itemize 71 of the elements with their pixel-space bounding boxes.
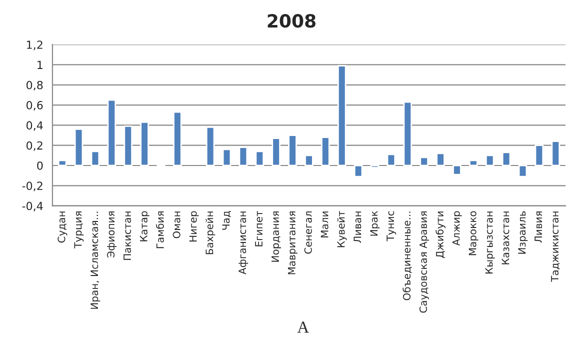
bar [90, 150, 100, 166]
x-tick-label: Кыргызстан [485, 212, 495, 274]
x-tick-label: Иордания [272, 212, 281, 262]
y-tick-label: 0,4 [26, 121, 43, 131]
bar [534, 144, 544, 166]
y-tick-label: -0,2 [22, 182, 42, 192]
bar [354, 164, 363, 178]
x-tick-label: Мали [320, 212, 328, 238]
bar [386, 154, 396, 166]
text: A [297, 322, 310, 333]
y-tick-label: 0,2 [26, 141, 42, 151]
y-tick-label: 0,6 [26, 101, 43, 111]
x-tick-label: Ливан [354, 212, 362, 243]
bar [58, 160, 67, 166]
x-tick-label: Нигер [189, 211, 199, 242]
bar [485, 154, 494, 166]
x-tick-label: Иран, Исламская... [90, 212, 100, 309]
bar [255, 150, 264, 166]
chart-title: 2008 [268, 14, 316, 28]
y-tick-label: 1 [38, 60, 42, 69]
x-tick-label: Марокко [468, 211, 478, 256]
x-tick-label: Кувейт [337, 210, 347, 248]
x-tick-label: Египет [255, 210, 263, 246]
x-tick-label: Чад [222, 211, 231, 230]
bar [337, 65, 346, 166]
bar [206, 126, 215, 166]
x-tick-label: Гамбия [156, 212, 164, 248]
x-tick-label: Саудовская Аравия [419, 212, 429, 313]
x-tick-label: Казахстан [502, 212, 510, 264]
x-tick-label: Судан [58, 212, 68, 243]
bar [436, 152, 445, 166]
x-tick-label: Алжир [452, 211, 462, 246]
bar [304, 154, 314, 166]
bar [452, 164, 462, 176]
bar [107, 99, 116, 166]
bar [502, 152, 511, 166]
x-tick-label: Оман [172, 212, 180, 238]
y-tick-label: 0,8 [26, 80, 43, 90]
y-tick-label: 1,2 [26, 40, 42, 50]
bar [222, 148, 232, 166]
bar [124, 126, 133, 166]
x-tick-label: Израиль [518, 211, 528, 254]
bar [469, 160, 478, 166]
x-tick-label: Эфиопия [107, 212, 117, 258]
x-tick-label: Бахрейн [206, 212, 216, 254]
x-tick-label: Катар [140, 211, 150, 242]
x-tick-label: Афганистан [238, 212, 248, 274]
x-tick-label: Объединенные... [402, 212, 412, 300]
x-tick-label: Турция [74, 212, 84, 248]
bar [272, 138, 280, 166]
x-tick-label: Ирак [370, 210, 380, 236]
x-tick-label: Пакистан [124, 212, 132, 260]
bar [173, 111, 182, 166]
bar [288, 134, 297, 166]
bar [74, 128, 84, 166]
bar [518, 164, 528, 178]
x-tick-label: Таджикистан [551, 212, 560, 282]
bar [370, 164, 380, 168]
bar [551, 140, 560, 166]
x-tick-label: Мавритания [288, 212, 298, 274]
bar [140, 121, 149, 166]
x-tick-label: Сенегал [304, 211, 312, 254]
y-tick-label: -0,4 [22, 202, 43, 212]
y-tick-label: 0 [37, 161, 43, 170]
bar [238, 146, 248, 166]
bar [321, 136, 330, 166]
bar [403, 101, 412, 166]
x-tick-label: Джибути [436, 212, 446, 258]
x-tick-label: Ливия [534, 212, 542, 243]
x-tick-label: Тунис [386, 211, 396, 242]
bar [420, 156, 428, 166]
